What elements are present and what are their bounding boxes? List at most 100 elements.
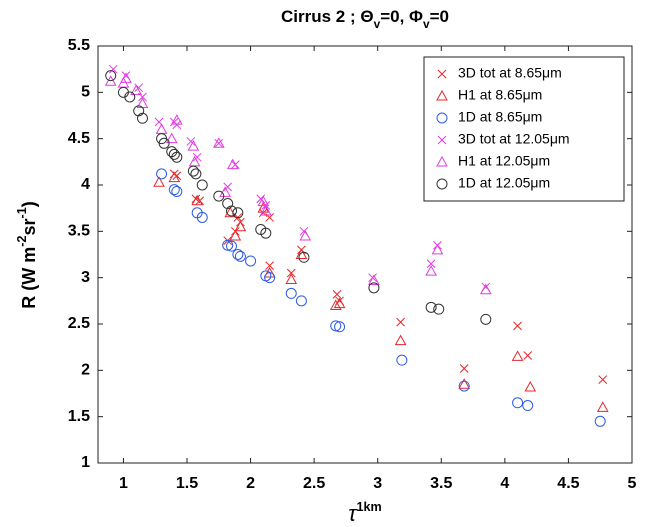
x-tick-label: 1 — [119, 475, 128, 492]
x-marker — [265, 261, 274, 270]
triangle-marker — [431, 243, 444, 255]
circle-marker — [190, 168, 202, 180]
x-marker — [172, 120, 182, 130]
y-tick-label: 3.5 — [68, 223, 90, 240]
triangle-marker — [168, 171, 181, 183]
circle-marker — [298, 251, 310, 263]
triangle-marker — [524, 380, 537, 392]
x-marker — [258, 208, 268, 218]
triangle-marker — [511, 350, 524, 361]
x-axis-label-part: τ — [348, 501, 358, 526]
x-marker — [523, 351, 533, 360]
circle-marker — [226, 240, 237, 252]
chart-title-part: =0 — [430, 7, 449, 26]
circle-marker — [196, 211, 208, 223]
triangle-marker — [479, 283, 492, 295]
triangle-marker — [295, 248, 308, 259]
y-axis-label-part: -2 — [15, 236, 29, 247]
x-marker — [192, 152, 202, 162]
x-marker — [513, 321, 522, 331]
circle-marker — [295, 295, 307, 307]
legend-label: 1D at 8.65μm — [458, 109, 542, 125]
x-marker — [437, 135, 447, 145]
circle-marker — [196, 179, 208, 191]
x-marker — [286, 268, 296, 278]
circle-marker — [334, 321, 346, 333]
chart-title-part: v — [423, 17, 430, 31]
circle-marker — [264, 272, 276, 284]
circle-marker — [245, 255, 257, 267]
circle-marker — [234, 250, 246, 262]
triangle-marker — [120, 72, 132, 83]
x-tick-label: 2.5 — [303, 475, 325, 492]
triangle-marker — [259, 204, 272, 216]
y-tick-label: 3 — [81, 269, 90, 286]
chart-title-part: v — [374, 17, 381, 31]
y-axis-label-part: sr — [19, 218, 39, 235]
y-tick-label: 4 — [81, 176, 90, 193]
x-marker — [186, 137, 196, 146]
y-tick-label: 1 — [81, 454, 90, 471]
y-tick-label: 2.5 — [68, 315, 90, 332]
x-marker — [459, 364, 469, 373]
x-tick-label: 3.5 — [430, 475, 452, 492]
x-tick-label: 1.5 — [176, 475, 198, 492]
triangle-marker — [333, 297, 346, 309]
circle-marker — [137, 112, 148, 124]
x-axis-label: τ1km — [348, 500, 381, 525]
plot-frame — [97, 45, 633, 464]
triangle-marker — [187, 140, 200, 151]
circle-marker — [458, 380, 470, 392]
circle-marker — [436, 112, 448, 124]
y-axis-label-part: -1 — [15, 207, 29, 218]
y-tick-label: 5.5 — [68, 37, 90, 54]
circle-marker — [226, 205, 237, 217]
triangle-marker — [436, 89, 448, 101]
x-tick-label: 4 — [500, 475, 509, 492]
x-tick-label: 2 — [246, 475, 255, 492]
triangle-marker — [368, 274, 380, 285]
y-tick-label: 1.5 — [68, 408, 90, 425]
triangle-marker — [104, 75, 117, 86]
circle-marker — [158, 137, 170, 149]
legend-label: H1 at 12.05μm — [458, 153, 550, 169]
legend-label: 3D tot at 12.05μm — [458, 131, 570, 147]
circle-marker — [330, 320, 342, 332]
triangle-marker — [425, 265, 437, 276]
circle-marker — [168, 184, 180, 196]
legend-label: H1 at 8.65μm — [458, 87, 542, 103]
circle-marker — [168, 148, 180, 160]
circle-marker — [522, 400, 534, 412]
circle-marker — [425, 301, 437, 313]
x-tick-label: 3 — [373, 475, 382, 492]
x-tick-label: 5 — [628, 475, 637, 492]
circle-marker — [124, 91, 136, 103]
circle-marker — [436, 178, 448, 190]
circle-marker — [480, 313, 492, 325]
circle-marker — [105, 70, 117, 82]
triangle-marker — [257, 202, 270, 213]
triangle-marker — [436, 155, 448, 167]
x-marker — [214, 138, 224, 148]
chart-title: Cirrus 2 ; Θv=0, Φv=0 — [281, 7, 449, 31]
circle-marker — [396, 354, 408, 366]
y-tick-label: 2 — [81, 362, 90, 379]
y-axis-label-part: R (W m — [19, 247, 39, 309]
x-marker — [598, 375, 608, 384]
circle-marker — [232, 249, 244, 260]
triangle-marker — [130, 84, 142, 95]
circle-marker — [213, 190, 225, 202]
chart-title-part: Cirrus 2 ; Θ — [281, 7, 374, 26]
triangle-marker — [165, 132, 178, 144]
triangle-marker — [299, 229, 312, 241]
triangle-marker — [153, 176, 165, 187]
x-axis-label-part: 1km — [357, 500, 382, 514]
legend-label: 3D tot at 8.65μm — [458, 65, 562, 81]
triangle-marker — [234, 220, 247, 232]
x-marker — [426, 259, 436, 269]
triangle-marker — [596, 401, 609, 412]
x-marker — [437, 69, 447, 79]
circle-marker — [187, 165, 199, 177]
circle-marker — [222, 239, 234, 251]
x-marker — [108, 64, 118, 74]
